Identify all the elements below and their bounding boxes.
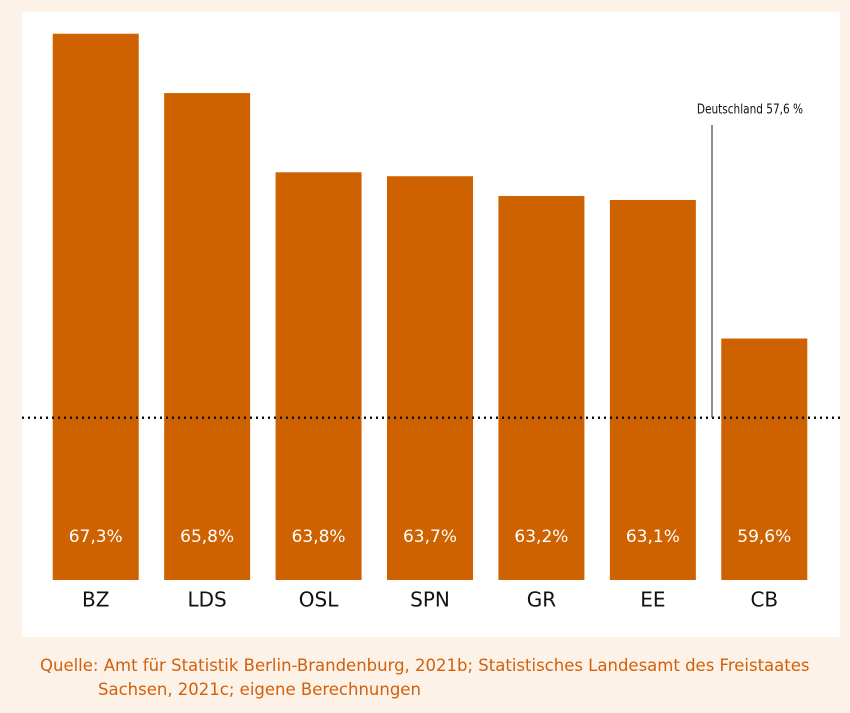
- x-tick-label: GR: [527, 588, 556, 612]
- value-label: 63,2%: [514, 527, 568, 547]
- bar: [387, 176, 473, 580]
- bar: [721, 338, 808, 580]
- value-label: 65,8%: [180, 527, 234, 547]
- bar: [275, 172, 362, 580]
- bar: [609, 199, 696, 580]
- source-note: Quelle: Amt für Statistik Berlin-Branden…: [40, 656, 810, 699]
- value-label: 59,6%: [737, 527, 791, 547]
- x-tick-label: SPN: [410, 588, 450, 612]
- x-tick-label: OSL: [299, 588, 339, 612]
- value-label: 63,8%: [292, 527, 346, 547]
- bar: [52, 33, 139, 581]
- bar: [498, 196, 585, 580]
- reference-label: Deutschland 57,6 %: [697, 102, 803, 117]
- x-tick-label: CB: [750, 588, 778, 612]
- value-label: 63,1%: [626, 527, 680, 547]
- value-label: 67,3%: [69, 527, 123, 547]
- x-tick-label: BZ: [82, 588, 109, 612]
- value-label: 63,7%: [403, 527, 457, 547]
- x-tick-label: EE: [640, 588, 665, 612]
- x-tick-label: LDS: [188, 588, 227, 612]
- bar: [164, 93, 251, 580]
- chart: 67,3% BZ 65,8% LDS 63,8% OSL 63,7% SPN 63,2% GR 63…: [22, 12, 840, 637]
